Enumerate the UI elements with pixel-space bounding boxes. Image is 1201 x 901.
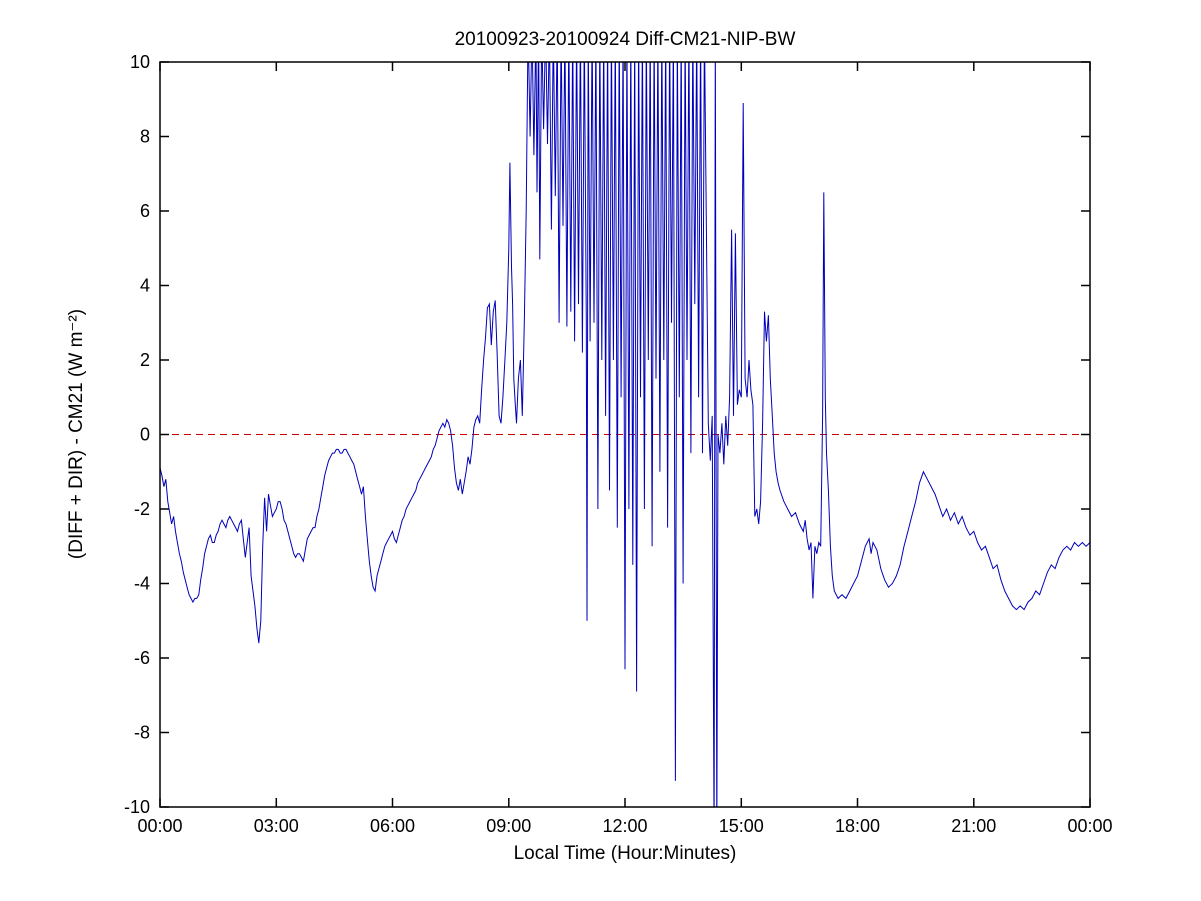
x-axis-label: Local Time (Hour:Minutes) <box>514 843 737 864</box>
y-tick-label: 6 <box>140 201 150 221</box>
x-tick-label: 18:00 <box>835 816 880 836</box>
x-tick-label: 12:00 <box>602 816 647 836</box>
y-tick-label: 4 <box>140 276 150 296</box>
y-tick-label: -4 <box>134 574 150 594</box>
y-tick-label: -8 <box>134 723 150 743</box>
chart-dynamic-layer: 00:00 03:00 06:00 09:00 12:00 15:00 18:00 21:00… <box>124 52 1113 836</box>
y-tick-label: 2 <box>140 350 150 370</box>
y-tick-label: -6 <box>134 648 150 668</box>
x-tick-label: 21:00 <box>951 816 996 836</box>
x-tick-label: 15:00 <box>719 816 764 836</box>
x-tick-label: 00:00 <box>1067 816 1112 836</box>
x-tick-label: 09:00 <box>486 816 531 836</box>
y-tick-label: -10 <box>124 797 150 817</box>
data-series-line <box>160 62 1090 807</box>
chart-title: 20100923-20100924 Diff-CM21-NIP-BW <box>455 29 796 50</box>
y-tick-label: 8 <box>140 127 150 147</box>
x-tick-label: 00:00 <box>137 816 182 836</box>
x-tick-label: 03:00 <box>254 816 299 836</box>
y-axis-label: (DIFF + DIR) - CM21 (W m⁻²) <box>66 309 87 559</box>
y-tick-label: 0 <box>140 425 150 445</box>
y-tick-label: -2 <box>134 499 150 519</box>
x-tick-label: 06:00 <box>370 816 415 836</box>
axes-box <box>159 61 1091 808</box>
y-tick-label: 10 <box>130 52 150 72</box>
